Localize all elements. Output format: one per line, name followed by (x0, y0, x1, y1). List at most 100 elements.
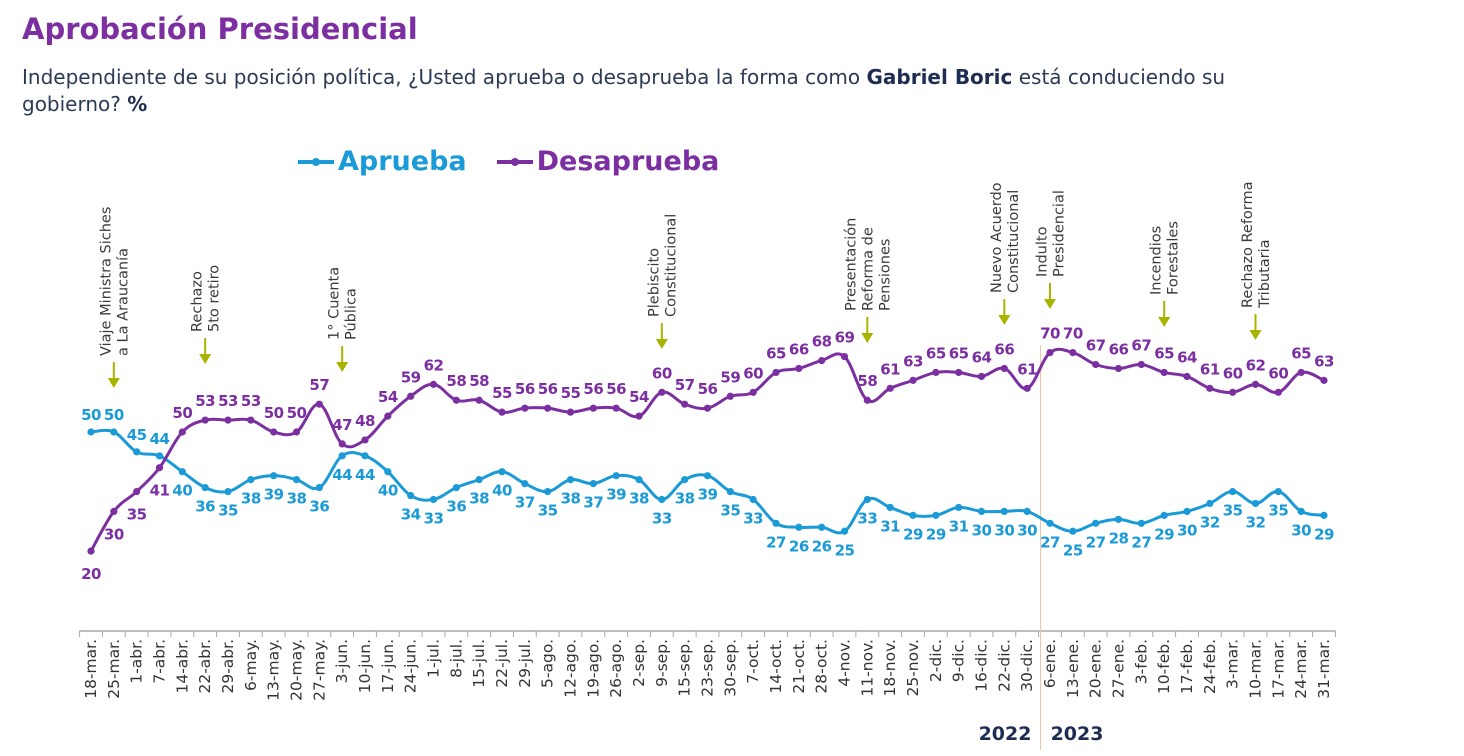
x-tick-label: 29-jul. (516, 639, 534, 688)
data-point-aprueba (840, 527, 849, 535)
annotation-label: Pública (344, 288, 360, 340)
data-point-aprueba (178, 468, 186, 476)
x-tick-label: 2-sep. (630, 639, 648, 687)
data-point-aprueba (224, 487, 232, 496)
data-label-aprueba: 31 (880, 517, 900, 535)
data-point-aprueba (270, 472, 278, 480)
data-point-aprueba (658, 495, 666, 504)
data-point-aprueba (1320, 511, 1328, 519)
data-label-desaprueba: 66 (789, 340, 809, 358)
data-label-aprueba: 36 (195, 498, 215, 516)
data-point-aprueba (315, 483, 323, 492)
data-label-aprueba: 35 (1268, 502, 1288, 520)
data-label-desaprueba: 50 (264, 404, 284, 422)
data-point-desaprueba (1092, 360, 1100, 369)
data-point-desaprueba (1000, 364, 1008, 373)
data-point-desaprueba (498, 408, 506, 416)
x-tick-label: 27-ene. (1110, 639, 1128, 698)
data-point-desaprueba (909, 376, 917, 384)
data-label-aprueba: 44 (332, 466, 352, 484)
data-point-desaprueba (133, 487, 141, 496)
data-label-desaprueba: 58 (469, 372, 489, 390)
data-label-desaprueba: 58 (857, 372, 877, 390)
data-point-desaprueba (178, 428, 186, 436)
data-label-desaprueba: 57 (675, 376, 695, 394)
data-point-aprueba (772, 519, 780, 527)
data-label-desaprueba: 55 (561, 384, 581, 402)
data-label-aprueba: 50 (81, 406, 101, 424)
data-point-aprueba (977, 507, 986, 515)
data-label-desaprueba: 60 (1223, 364, 1243, 382)
data-point-aprueba (292, 476, 301, 484)
x-tick-label: 3-mar. (1224, 639, 1242, 689)
legend-swatch-aprueba (298, 157, 334, 166)
data-label-aprueba: 27 (1086, 533, 1106, 551)
data-point-desaprueba (886, 384, 894, 392)
data-point-aprueba (1297, 507, 1305, 515)
data-point-aprueba (544, 487, 552, 496)
data-point-desaprueba (932, 368, 940, 377)
annotation-label: a La Araucanía (115, 248, 131, 356)
data-label-aprueba: 29 (903, 525, 923, 543)
data-point-desaprueba (292, 428, 301, 436)
data-point-desaprueba (110, 507, 118, 515)
x-tick-label: 22-dic. (995, 639, 1013, 692)
data-point-desaprueba (475, 396, 483, 404)
data-point-desaprueba (1023, 384, 1031, 392)
legend-item-desaprueba: Desaprueba (496, 146, 719, 177)
data-label-desaprueba: 35 (127, 506, 147, 524)
data-point-aprueba (932, 511, 940, 519)
data-label-aprueba: 33 (857, 509, 877, 527)
x-tick-label: 16-dic. (973, 639, 991, 692)
data-label-desaprueba: 56 (698, 380, 718, 398)
data-point-desaprueba (338, 440, 346, 448)
data-point-aprueba (726, 487, 734, 496)
data-label-desaprueba: 65 (766, 344, 786, 362)
annotation-arrow-head (107, 378, 120, 388)
x-tick-label: 1-jul. (425, 639, 443, 678)
x-tick-label: 4-nov. (836, 639, 854, 687)
data-label-aprueba: 39 (698, 486, 718, 504)
data-point-desaprueba (977, 372, 986, 381)
annotation-label: Indulto (1035, 226, 1051, 277)
data-point-aprueba (1160, 511, 1168, 519)
x-tick-label: 17-mar. (1269, 639, 1287, 699)
data-point-desaprueba (658, 388, 666, 396)
x-tick-label: 11-nov. (858, 639, 876, 697)
data-label-desaprueba: 64 (972, 348, 992, 366)
data-point-aprueba (1251, 499, 1260, 508)
data-point-desaprueba (247, 416, 255, 424)
data-point-desaprueba (407, 392, 415, 400)
data-point-aprueba (155, 452, 164, 460)
data-point-desaprueba (635, 412, 643, 420)
x-tick-label: 18-mar. (82, 639, 100, 699)
data-label-desaprueba: 65 (926, 344, 946, 362)
data-point-aprueba (452, 483, 460, 492)
data-label-aprueba: 38 (241, 490, 261, 508)
x-tick-label: 20-may. (288, 639, 306, 701)
x-tick-label: 14-abr. (173, 639, 191, 694)
data-label-desaprueba: 20 (81, 565, 101, 583)
event-annotation: 1° Cuenta Pública (327, 267, 360, 372)
annotation-label: Reforma de (860, 227, 876, 311)
data-point-desaprueba (1160, 368, 1168, 377)
annotation-label: Constitucional (1006, 190, 1022, 293)
annotation-label: Plebiscito (646, 248, 662, 317)
data-point-desaprueba (1206, 384, 1214, 392)
data-label-aprueba: 44 (355, 466, 375, 484)
data-point-aprueba (87, 428, 95, 436)
data-label-aprueba: 30 (1017, 521, 1037, 539)
data-label-desaprueba: 67 (1086, 337, 1106, 355)
data-point-desaprueba (544, 404, 552, 412)
data-point-desaprueba (1114, 364, 1123, 373)
data-point-aprueba (909, 511, 917, 519)
data-point-desaprueba (452, 396, 460, 404)
data-point-desaprueba (1297, 368, 1305, 377)
x-tick-label: 10-jun. (356, 639, 374, 693)
data-point-aprueba (566, 476, 575, 484)
annotation-label: Viaje Ministra Siches (98, 207, 114, 356)
data-label-aprueba: 30 (1291, 521, 1311, 539)
data-label-desaprueba: 61 (1017, 360, 1037, 378)
data-label-desaprueba: 65 (949, 344, 969, 362)
x-tick-label: 25-mar. (105, 639, 123, 699)
